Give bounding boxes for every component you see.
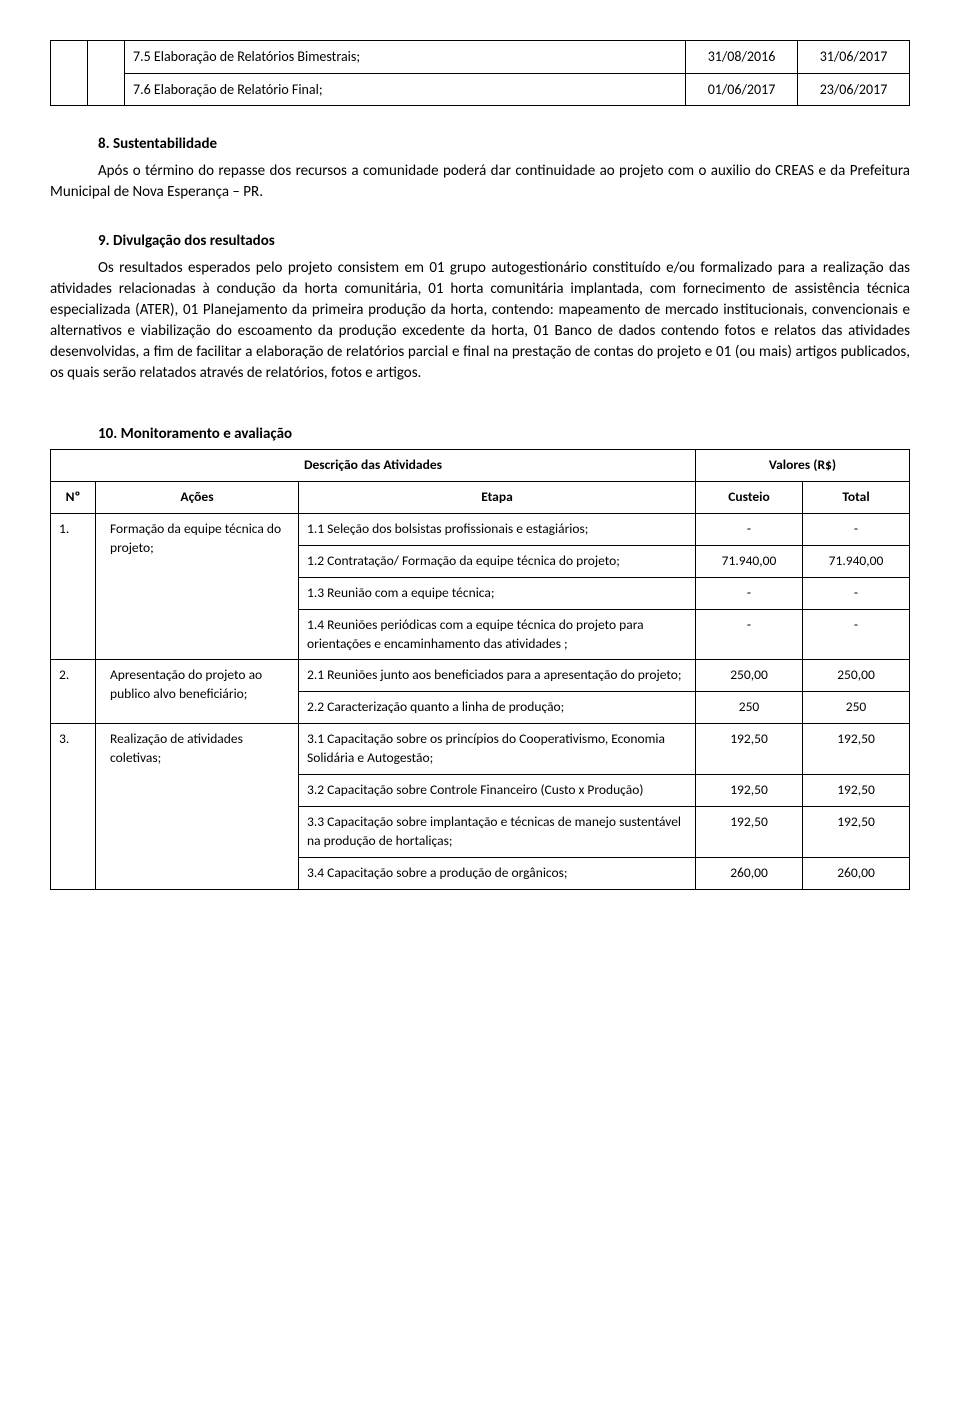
custeio-value: 250,00 — [696, 660, 803, 692]
row-no: 1. — [51, 513, 96, 659]
table-row: 7.5 Elaboração de Relatórios Bimestrais;… — [51, 41, 910, 74]
total-value: - — [803, 577, 910, 609]
table-header-row: Descrição das Atividades Valores (R$) — [51, 450, 910, 482]
total-value: - — [803, 609, 910, 660]
etapa-text: 3.2 Capacitação sobre Controle Financeir… — [299, 774, 696, 806]
etapa-text: 1.4 Reuniões periódicas com a equipe téc… — [299, 609, 696, 660]
custeio-value: 192,50 — [696, 724, 803, 775]
empty-cell — [51, 41, 88, 106]
row-acao: Apresentação do projeto ao publico alvo … — [96, 660, 299, 724]
custeio-value: - — [696, 577, 803, 609]
total-value: 250,00 — [803, 660, 910, 692]
activities-table: Descrição das Atividades Valores (R$) Nº… — [50, 449, 910, 889]
col-total-header: Total — [803, 482, 910, 514]
row-no: 3. — [51, 724, 96, 889]
schedule-date-end: 31/06/2017 — [798, 41, 910, 74]
values-header: Valores (R$) — [696, 450, 910, 482]
table-row: 3. Realização de atividades coletivas; 3… — [51, 724, 910, 775]
table-row: 2. Apresentação do projeto ao publico al… — [51, 660, 910, 692]
total-value: 71.940,00 — [803, 545, 910, 577]
etapa-text: 1.3 Reunião com a equipe técnica; — [299, 577, 696, 609]
etapa-text: 2.2 Caracterização quanto a linha de pro… — [299, 692, 696, 724]
custeio-value: 71.940,00 — [696, 545, 803, 577]
section-8-title: 8. Sustentabilidade — [50, 134, 910, 155]
custeio-value: 192,50 — [696, 806, 803, 857]
table-row: 7.6 Elaboração de Relatório Final; 01/06… — [51, 73, 910, 106]
section-10-title: 10. Monitoramento e avaliação — [50, 424, 910, 445]
section-8-body: Após o término do repasse dos recursos a… — [50, 161, 910, 203]
schedule-date-start: 01/06/2017 — [686, 73, 798, 106]
custeio-value: 250 — [696, 692, 803, 724]
table-row: 1. Formação da equipe técnica do projeto… — [51, 513, 910, 545]
total-value: - — [803, 513, 910, 545]
total-value: 260,00 — [803, 857, 910, 889]
top-schedule-table: 7.5 Elaboração de Relatórios Bimestrais;… — [50, 40, 910, 106]
total-value: 192,50 — [803, 724, 910, 775]
col-acoes-header: Ações — [96, 482, 299, 514]
table-subheader-row: Nº Ações Etapa Custeio Total — [51, 482, 910, 514]
row-acao: Realização de atividades coletivas; — [96, 724, 299, 889]
total-value: 192,50 — [803, 806, 910, 857]
section-9-body: Os resultados esperados pelo projeto con… — [50, 258, 910, 384]
row-no: 2. — [51, 660, 96, 724]
total-value: 192,50 — [803, 774, 910, 806]
etapa-text: 1.1 Seleção dos bolsistas profissionais … — [299, 513, 696, 545]
custeio-value: 260,00 — [696, 857, 803, 889]
desc-header: Descrição das Atividades — [51, 450, 696, 482]
schedule-date-end: 23/06/2017 — [798, 73, 910, 106]
etapa-text: 3.4 Capacitação sobre a produção de orgâ… — [299, 857, 696, 889]
col-no-header: Nº — [51, 482, 96, 514]
etapa-text: 3.3 Capacitação sobre implantação e técn… — [299, 806, 696, 857]
etapa-text: 1.2 Contratação/ Formação da equipe técn… — [299, 545, 696, 577]
schedule-desc: 7.6 Elaboração de Relatório Final; — [125, 73, 686, 106]
col-etapa-header: Etapa — [299, 482, 696, 514]
etapa-text: 2.1 Reuniões junto aos beneficiados para… — [299, 660, 696, 692]
custeio-value: - — [696, 609, 803, 660]
total-value: 250 — [803, 692, 910, 724]
section-9-title: 9. Divulgação dos resultados — [50, 231, 910, 252]
col-custeio-header: Custeio — [696, 482, 803, 514]
schedule-date-start: 31/08/2016 — [686, 41, 798, 74]
schedule-desc: 7.5 Elaboração de Relatórios Bimestrais; — [125, 41, 686, 74]
etapa-text: 3.1 Capacitação sobre os princípios do C… — [299, 724, 696, 775]
empty-cell — [88, 41, 125, 106]
custeio-value: 192,50 — [696, 774, 803, 806]
custeio-value: - — [696, 513, 803, 545]
row-acao: Formação da equipe técnica do projeto; — [96, 513, 299, 659]
